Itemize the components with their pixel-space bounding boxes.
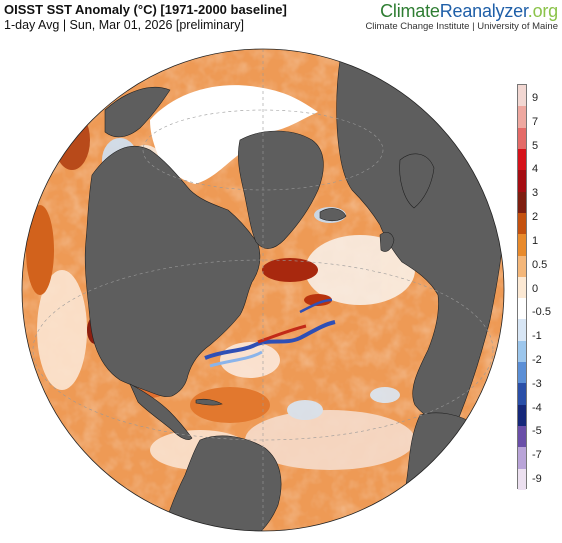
legend-swatch	[518, 404, 526, 426]
central-america	[129, 383, 193, 440]
north-america	[84, 145, 261, 397]
iceland	[319, 208, 347, 222]
color-legend-labels: 9 7 5 4 3 2 1 0.5 0 -0.5 -1 -2 -3 -4 -5 -7 -9	[532, 84, 560, 489]
legend-swatch	[518, 447, 526, 469]
legend-swatch	[518, 212, 526, 235]
legend-label: 9	[532, 92, 539, 104]
legend-label: 3	[532, 187, 539, 200]
legend-swatch	[518, 426, 526, 448]
legend-swatch	[518, 276, 526, 299]
brand-logo-part2: Reanalyzer	[439, 1, 528, 21]
legend-label: -5	[532, 425, 542, 438]
arctic-sea-ice	[150, 85, 318, 184]
graticule	[32, 49, 494, 531]
legend-swatch	[518, 298, 526, 320]
legend-swatch	[518, 191, 526, 213]
globe-outline	[21, 48, 505, 532]
legend-label: -3	[532, 377, 542, 390]
legend-label: -9	[532, 473, 542, 485]
legend-label: 4	[532, 163, 539, 176]
legend-swatch	[518, 319, 526, 341]
legend-label: -4	[532, 401, 542, 414]
legend-swatch	[518, 234, 526, 256]
legend-swatch	[518, 362, 526, 384]
legend-label: -2	[532, 353, 542, 366]
gulf-stream-swirls	[204, 298, 336, 368]
legend-swatch	[518, 340, 526, 363]
brand-logo-part1: Climate	[380, 1, 440, 21]
legend-swatch	[518, 106, 526, 128]
scandinavia	[399, 153, 435, 209]
color-legend-bar	[517, 84, 527, 490]
legend-label: -7	[532, 449, 542, 462]
legend-swatch	[518, 148, 526, 171]
legend-swatch	[518, 170, 526, 192]
legend-swatch	[518, 383, 526, 405]
legend-label: -1	[532, 330, 542, 343]
legend-label: 0	[532, 282, 539, 295]
legend-label: 5	[532, 139, 539, 152]
brand-logo[interactable]: ClimateReanalyzer.org	[365, 0, 558, 22]
legend-label: 2	[532, 211, 539, 224]
brand-block[interactable]: ClimateReanalyzer.org Climate Change Ins…	[365, 0, 558, 32]
legend-label: 0.5	[532, 258, 548, 271]
legend-label: 7	[532, 115, 539, 128]
caribbean-islands	[195, 398, 223, 406]
brand-subtitle: Climate Change Institute | University of…	[365, 21, 558, 32]
legend-swatch	[518, 127, 526, 149]
legend-swatch	[518, 85, 526, 107]
legend-swatch	[518, 468, 526, 490]
map-title: OISST SST Anomaly (°C) [1971-2000 baseli…	[4, 2, 287, 17]
alaska	[104, 86, 171, 138]
brand-logo-part3: .org	[527, 1, 558, 21]
legend-swatch	[518, 255, 526, 277]
legend-label: 1	[532, 234, 539, 247]
british-isles	[379, 231, 395, 252]
map-subtitle: 1-day Avg | Sun, Mar 01, 2026 [prelimina…	[4, 18, 244, 32]
legend-label: -0.5	[532, 306, 551, 319]
